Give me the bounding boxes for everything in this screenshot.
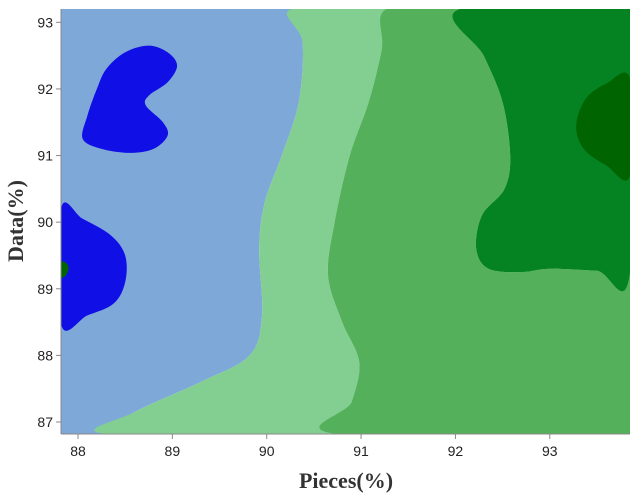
- y-tick-label: 87: [37, 414, 53, 430]
- x-tick-label: 92: [448, 443, 464, 459]
- contour-regions: [61, 9, 630, 434]
- y-tick-label: 88: [37, 347, 53, 363]
- contour-region-level-3: [319, 9, 630, 434]
- contour-region-level-4: [452, 9, 630, 292]
- contour-region-level-5: [61, 261, 69, 278]
- x-axis-ticks: 88 89 90 91 92 93: [70, 434, 558, 459]
- y-tick-label: 92: [37, 81, 53, 97]
- contour-region-level-5: [576, 72, 630, 181]
- x-axis-title: Pieces(%): [299, 468, 393, 493]
- y-tick-label: 91: [37, 148, 53, 164]
- y-tick-label: 90: [37, 214, 53, 230]
- y-tick-label: 93: [37, 14, 53, 30]
- y-tick-label: 89: [37, 281, 53, 297]
- y-axis-title: Data(%): [3, 180, 28, 262]
- x-tick-label: 89: [165, 443, 181, 459]
- x-tick-label: 93: [542, 443, 558, 459]
- contour-region-level-0: [61, 202, 127, 331]
- contour-region-level-0: [82, 45, 178, 153]
- x-tick-label: 90: [259, 443, 275, 459]
- contour-region-level-2: [94, 9, 393, 434]
- x-tick-label: 91: [353, 443, 369, 459]
- x-tick-label: 88: [70, 443, 86, 459]
- y-axis-ticks: 87 88 89 90 91 92 93: [37, 14, 61, 430]
